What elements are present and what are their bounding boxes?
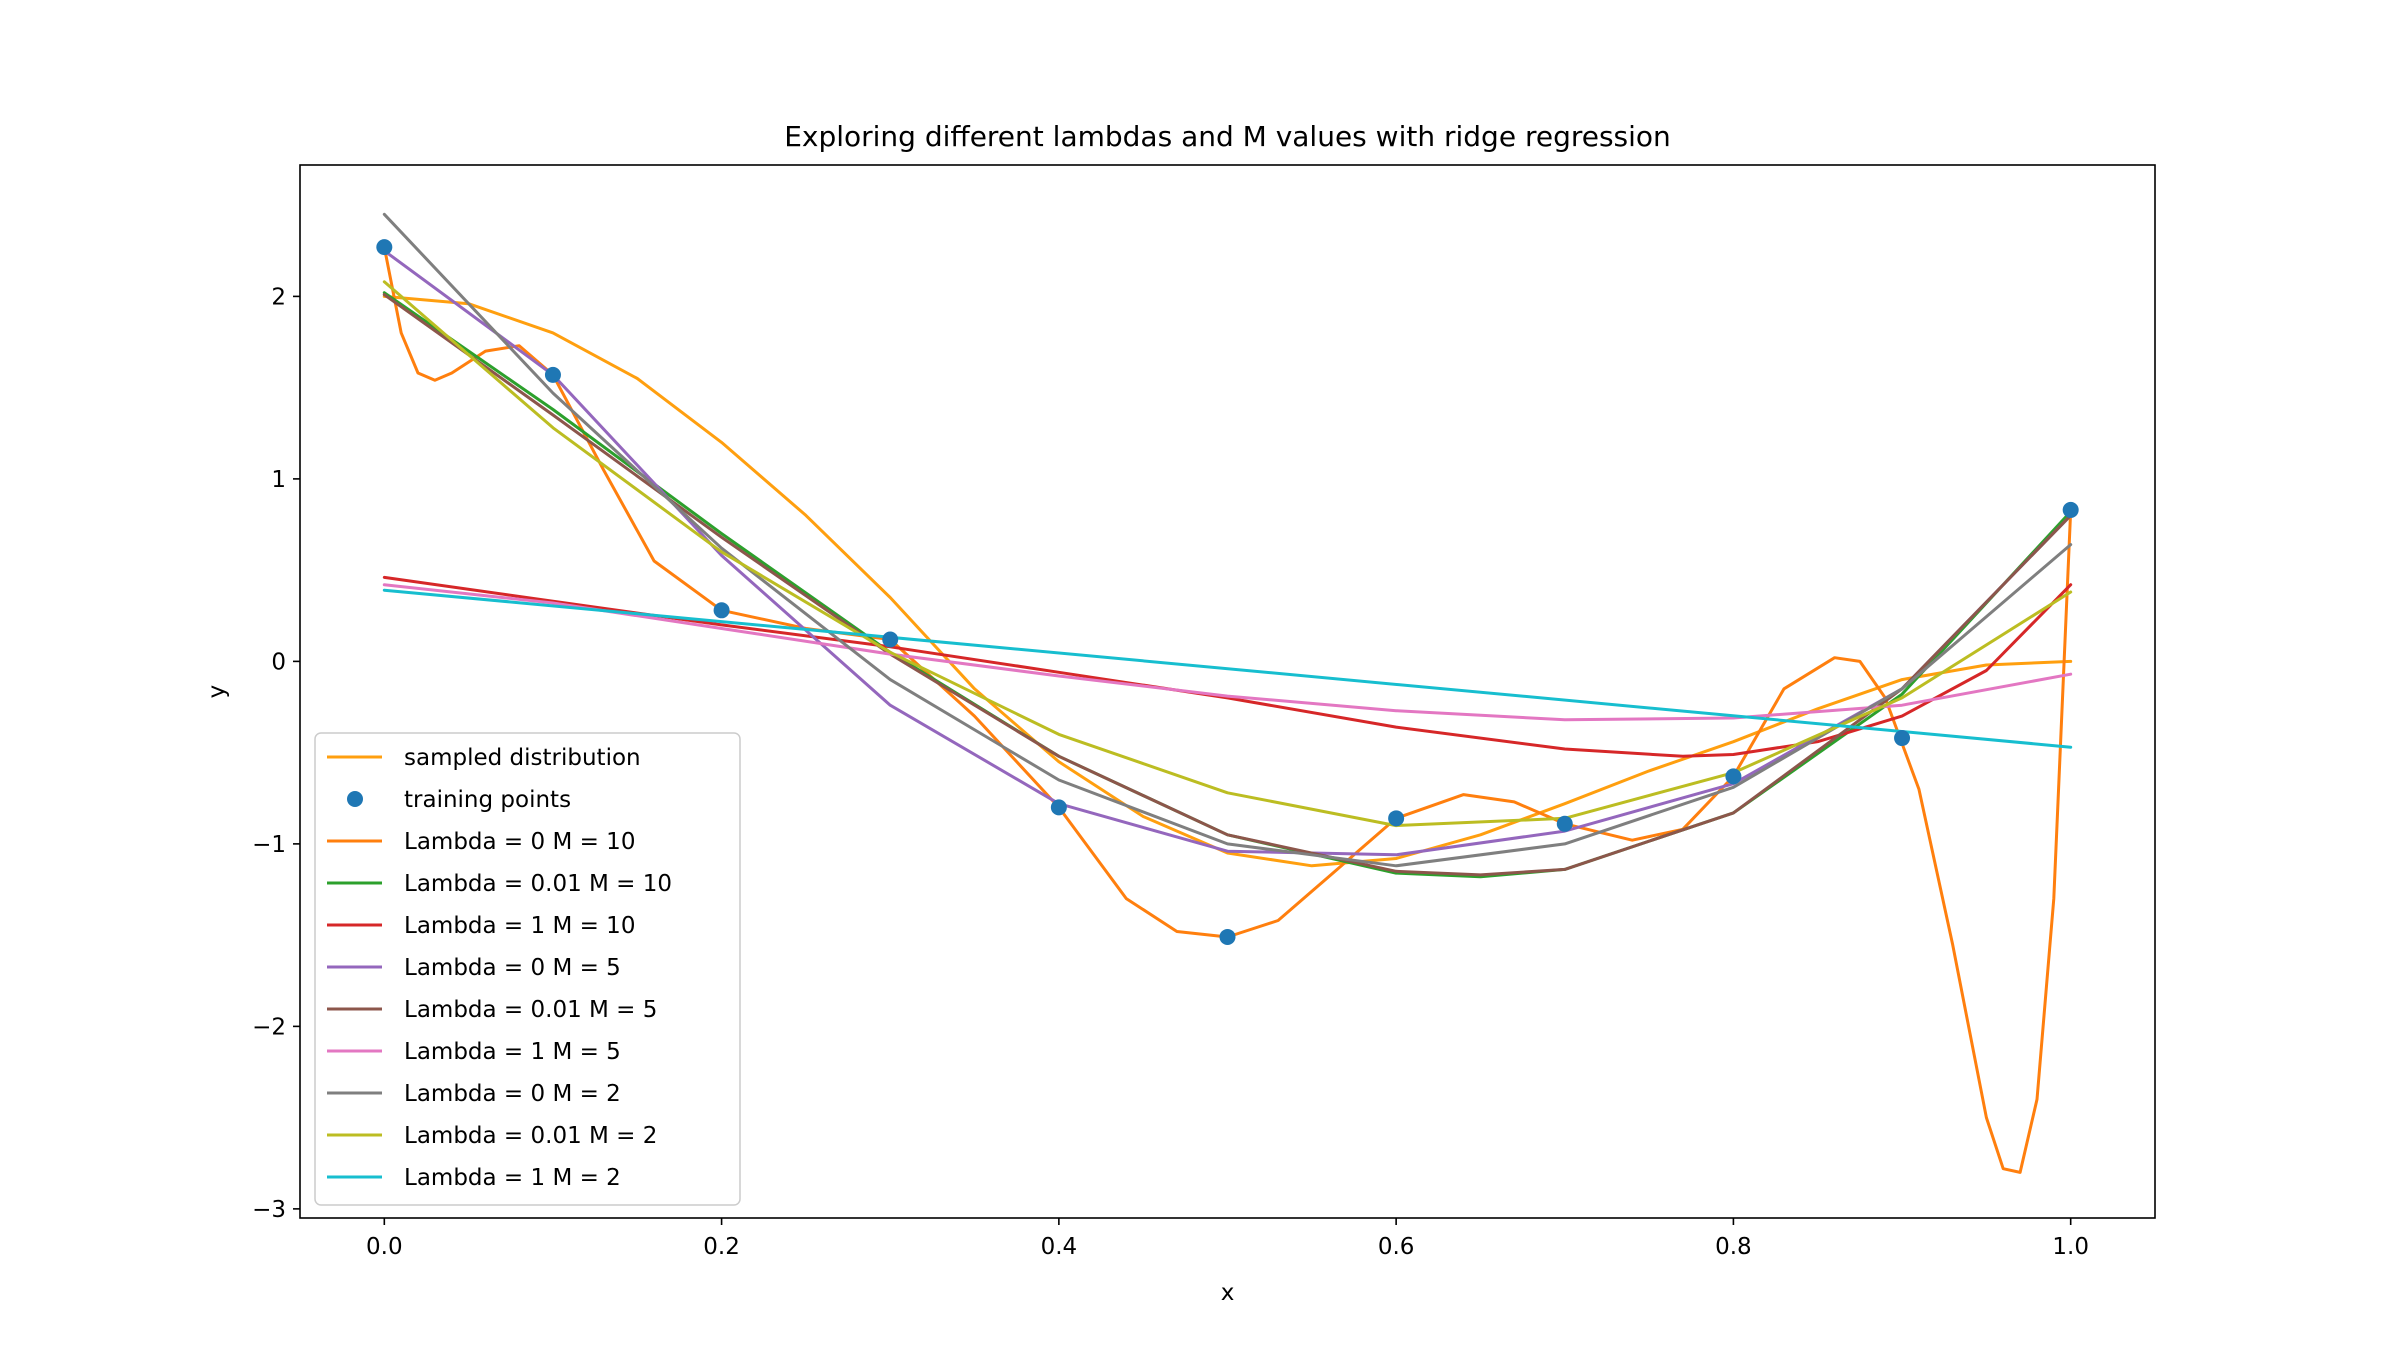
series-line-1 (382, 245, 2073, 1174)
y-axis: −3 −2 −1 0 1 2 (252, 284, 300, 1223)
legend-entry-label: Lambda = 0.01 M = 10 (404, 871, 672, 897)
legend-entry-label: Lambda = 1 M = 10 (404, 913, 635, 939)
x-tick-label: 0.2 (703, 1234, 740, 1260)
training-point (1388, 810, 1405, 827)
legend-entry-label: Lambda = 1 M = 5 (404, 1039, 621, 1065)
series-layer (382, 212, 2073, 1174)
legend-entry-label: Lambda = 0 M = 2 (404, 1081, 621, 1107)
legend-entry-label: Lambda = 0 M = 10 (404, 829, 635, 855)
x-tick-label: 0.8 (1715, 1234, 1752, 1260)
legend-entry-label: sampled distribution (404, 745, 641, 771)
legend-entry-label: training points (404, 787, 571, 813)
legend-entry-label: Lambda = 0 M = 5 (404, 955, 621, 981)
chart-title: Exploring different lambdas and M values… (784, 120, 1671, 153)
training-point (882, 631, 899, 648)
x-axis-label: x (1221, 1280, 1235, 1306)
x-tick-label: 1.0 (2052, 1234, 2089, 1260)
legend-entry-label: Lambda = 1 M = 2 (404, 1165, 621, 1191)
series-line-5 (382, 293, 2073, 877)
y-tick-label: 1 (271, 467, 286, 493)
training-point (1050, 799, 1067, 816)
x-tick-label: 0.6 (1378, 1234, 1415, 1260)
training-points-layer (376, 239, 2079, 945)
training-point (2062, 501, 2079, 518)
series-line-9 (382, 588, 2073, 749)
series-line-3 (382, 575, 2073, 758)
y-tick-label: 2 (271, 284, 286, 310)
training-point (1556, 815, 1573, 832)
plot-frame (299, 164, 2156, 1219)
x-axis: 0.0 0.2 0.4 0.6 0.8 1.0 (366, 1218, 2089, 1260)
legend-entry-label: Lambda = 0.01 M = 2 (404, 1123, 657, 1149)
training-point (1219, 928, 1236, 945)
x-tick-label: 0.0 (366, 1234, 403, 1260)
legend-point-swatch (347, 791, 363, 807)
series-line-8 (382, 280, 2073, 828)
y-axis-label: y (204, 685, 230, 699)
series-line-7 (382, 212, 2073, 868)
training-point (376, 239, 393, 256)
legend: sampled distribution training points Lambd… (314, 732, 741, 1206)
training-point (713, 602, 730, 619)
x-tick-label: 0.4 (1041, 1234, 1078, 1260)
training-point (1725, 768, 1742, 785)
y-tick-label: 0 (271, 649, 286, 675)
y-tick-label: −3 (252, 1197, 286, 1223)
legend-box (314, 732, 741, 1206)
series-line-6 (382, 583, 2073, 722)
legend-entry-label: Lambda = 0.01 M = 5 (404, 997, 657, 1023)
y-tick-label: −1 (252, 832, 286, 858)
training-point (1894, 730, 1911, 747)
y-tick-label: −2 (252, 1014, 286, 1040)
training-point (544, 366, 561, 383)
